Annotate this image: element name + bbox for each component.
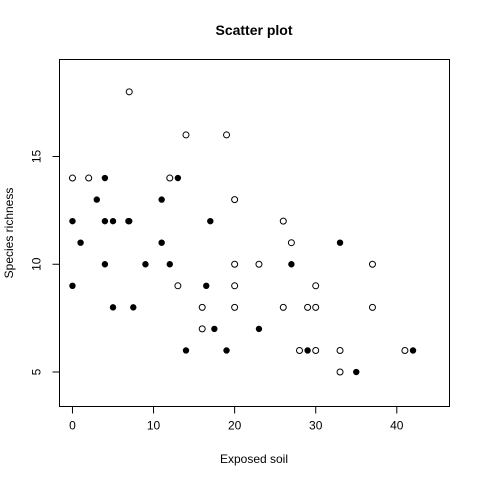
x-axis-ticks: 0 10 20 30 40: [69, 406, 404, 433]
filled-point: [255, 325, 263, 333]
filled-point: [69, 217, 76, 225]
x-axis-label: Exposed soil: [220, 452, 288, 466]
open-point: [125, 88, 133, 96]
open-point: [336, 368, 344, 376]
open-point: [231, 196, 239, 204]
filled-point: [174, 174, 182, 182]
x-tick-label: 10: [147, 419, 161, 433]
open-point: [336, 346, 344, 354]
filled-point: [223, 347, 230, 354]
y-tick-label: 5: [30, 368, 44, 375]
open-point: [279, 217, 287, 225]
filled-point: [69, 282, 76, 290]
filled-point: [203, 282, 210, 290]
filled-point: [109, 217, 117, 225]
filled-point: [353, 368, 360, 376]
filled-point: [142, 261, 149, 268]
open-point: [198, 325, 206, 333]
open-point: [223, 131, 231, 139]
filled-point: [158, 239, 165, 246]
chart-title: Scatter plot: [215, 22, 292, 38]
y-axis-ticks: 5 10 15: [30, 149, 60, 375]
open-point: [255, 260, 263, 268]
open-point: [166, 174, 174, 182]
filled-point: [101, 261, 109, 268]
open-point: [279, 303, 287, 311]
plot-frame: [59, 59, 450, 407]
filled-point: [109, 304, 117, 311]
open-point: [231, 260, 239, 268]
filled-point: [166, 261, 173, 268]
open-point: [368, 260, 376, 268]
filled-point: [182, 347, 190, 354]
open-point: [304, 303, 312, 311]
filled-point: [93, 196, 100, 203]
filled-point: [101, 174, 109, 182]
x-tick-label: 40: [390, 419, 404, 433]
y-axis-label: Species richness: [2, 188, 16, 279]
x-tick-label: 0: [69, 419, 76, 433]
filled-point: [77, 239, 84, 246]
open-point: [182, 131, 190, 139]
filled-point: [409, 347, 417, 354]
open-point: [231, 282, 239, 290]
open-point: [296, 346, 303, 354]
y-tick-label: 10: [30, 257, 44, 271]
open-point: [231, 303, 239, 311]
open-point: [174, 282, 182, 290]
x-tick-label: 30: [309, 419, 323, 433]
x-tick-label: 20: [228, 419, 242, 433]
filled-point: [130, 304, 137, 311]
filled-point: [207, 217, 214, 225]
open-point: [312, 282, 320, 290]
open-point: [68, 174, 76, 182]
open-point: [312, 346, 320, 354]
open-point: [312, 303, 320, 311]
open-point: [198, 303, 206, 311]
open-point: [287, 239, 295, 247]
filled-point: [211, 325, 218, 333]
open-point: [85, 174, 93, 182]
y-tick-label: 15: [30, 149, 44, 163]
filled-point: [158, 196, 165, 203]
open-point: [401, 346, 409, 354]
filled-point: [304, 347, 311, 354]
filled-point: [101, 217, 109, 225]
filled-point: [288, 261, 295, 268]
filled-point: [126, 217, 133, 225]
data-points: [68, 88, 417, 376]
filled-point: [336, 239, 344, 246]
open-point: [368, 303, 376, 311]
